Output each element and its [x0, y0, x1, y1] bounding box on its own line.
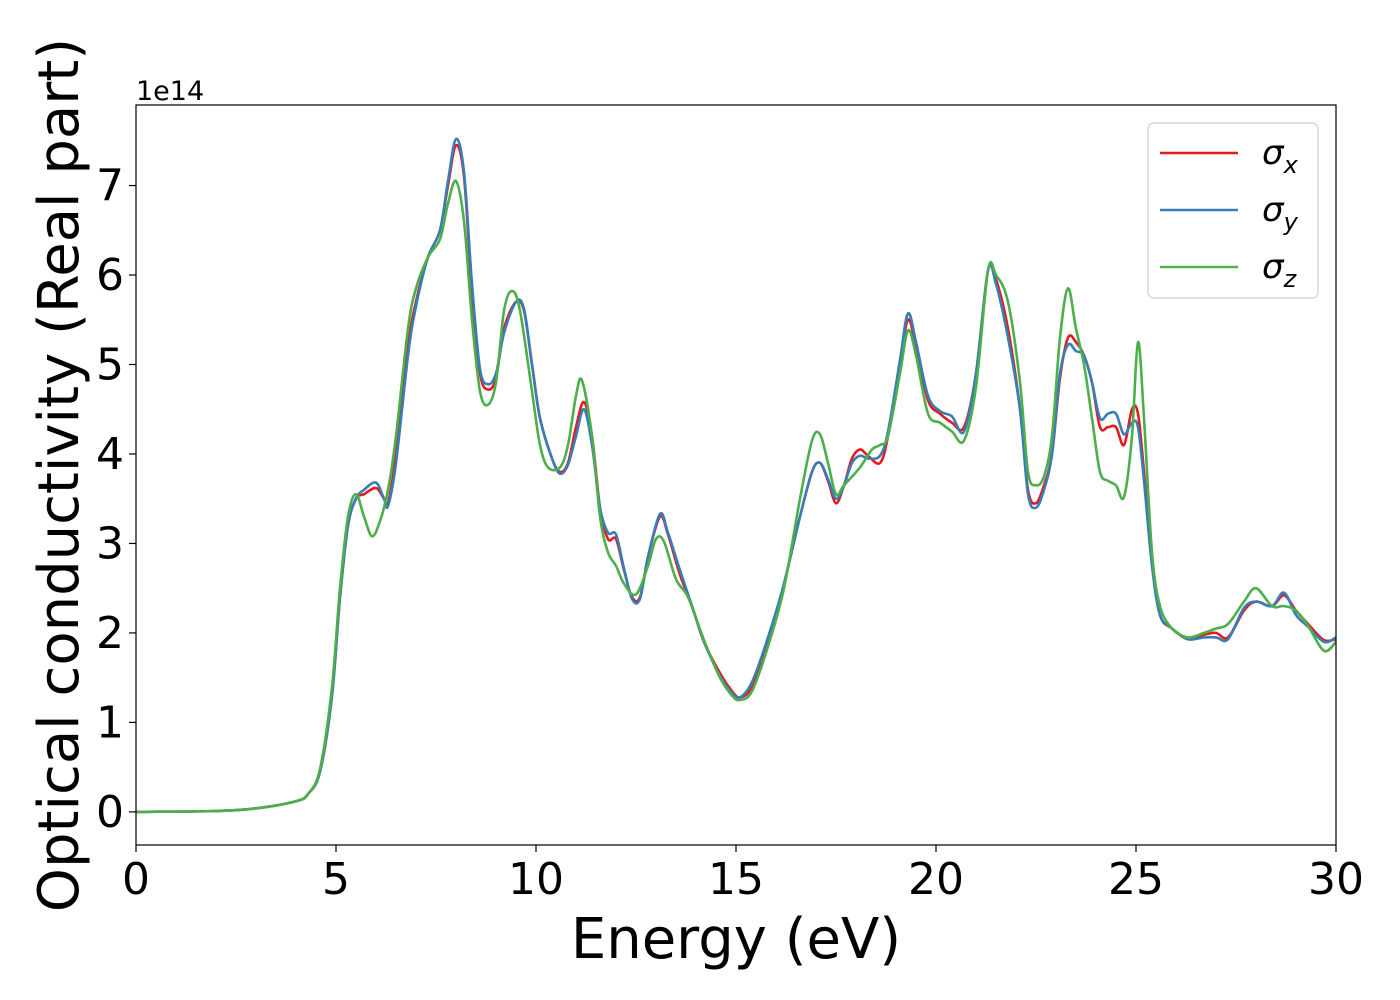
x-tick-label: 15 [708, 854, 764, 905]
x-tick-label: 25 [1108, 854, 1164, 905]
legend-entry-sigma-x: σx [1160, 133, 1299, 179]
series-layer [135, 137, 1337, 814]
y-axis-label: Optical conductivity (Real part) [27, 38, 92, 912]
x-tick-label: 5 [322, 854, 350, 905]
x-axis-label: Energy (eV) [571, 907, 901, 972]
x-axis: 0 5 10 15 20 25 30 [122, 845, 1364, 905]
legend: σx σy σz [1147, 122, 1319, 299]
x-tick-label: 20 [908, 854, 964, 905]
x-tick-label: 0 [122, 854, 150, 905]
plot-area [136, 105, 1336, 845]
y-tick-label: 4 [96, 429, 124, 480]
y-axis: 0 1 2 3 4 5 6 7 [96, 161, 136, 838]
y-tick-label: 1 [96, 697, 124, 748]
legend-label: σz [1262, 247, 1298, 293]
y-tick-label: 0 [96, 787, 124, 838]
x-tick-label: 30 [1308, 854, 1364, 905]
x-tick-label: 10 [508, 854, 564, 905]
y-tick-label: 6 [96, 250, 124, 301]
series-line-sigma-z [135, 179, 1337, 814]
y-tick-label: 5 [96, 339, 124, 390]
y-tick-label: 2 [96, 608, 124, 659]
y-offset-label: 1e14 [136, 76, 204, 107]
legend-entry-sigma-z: σz [1160, 247, 1298, 293]
legend-label: σx [1262, 133, 1299, 179]
legend-label: σy [1262, 190, 1299, 236]
legend-entry-sigma-y: σy [1160, 190, 1299, 236]
y-tick-label: 3 [96, 518, 124, 569]
y-tick-label: 7 [96, 161, 124, 212]
